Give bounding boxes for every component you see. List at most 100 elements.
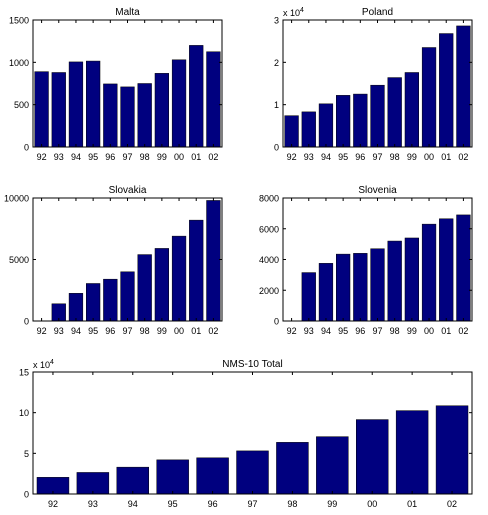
bar-poland-95 — [336, 95, 351, 148]
x-tick-label-slovakia-01: 01 — [191, 326, 201, 336]
x-tick-label-nms-10-total-99: 99 — [327, 499, 337, 509]
bar-slovenia-95 — [336, 253, 351, 322]
y-tick-label-poland-2: 2 — [274, 58, 279, 68]
x-tick-label-slovenia-97: 97 — [372, 326, 382, 336]
y-tick-label-nms-10-total-2: 10 — [19, 408, 29, 418]
bar-slovenia-00 — [421, 223, 437, 322]
bar-malta-01 — [189, 45, 204, 148]
bar-slovakia-97 — [120, 271, 135, 322]
bar-malta-97 — [120, 86, 135, 148]
x-tick-label-slovakia-00: 00 — [174, 326, 184, 336]
bar-nms-10-total-98 — [276, 442, 309, 495]
y-tick-label-nms-10-total-0: 0 — [24, 490, 29, 500]
x-tick-label-slovakia-94: 94 — [71, 326, 81, 336]
bar-slovenia-01 — [439, 218, 454, 322]
y-tick-label-slovenia-3: 6000 — [259, 224, 279, 234]
bar-slovakia-98 — [137, 254, 152, 322]
y-exponent-nms-10-total: x 104 — [33, 359, 54, 370]
chart-title-poland: Poland — [362, 7, 393, 18]
x-tick-label-slovenia-98: 98 — [390, 326, 400, 336]
y-tick-label-malta-0: 0 — [24, 143, 29, 153]
x-tick-label-slovenia-93: 93 — [304, 326, 314, 336]
bar-slovakia-02 — [206, 200, 221, 322]
chart-title-slovakia: Slovakia — [109, 185, 147, 196]
y-tick-label-malta-3: 1500 — [9, 16, 29, 26]
bar-nms-10-total-02 — [435, 405, 469, 495]
x-tick-label-slovakia-98: 98 — [140, 326, 150, 336]
bar-malta-95 — [86, 60, 101, 148]
bar-poland-02 — [456, 25, 471, 148]
y-tick-label-slovenia-0: 0 — [274, 317, 279, 327]
bar-poland-99 — [404, 72, 419, 148]
bar-poland-01 — [439, 33, 454, 148]
bar-malta-02 — [206, 51, 221, 148]
x-tick-label-slovenia-95: 95 — [338, 326, 348, 336]
x-tick-label-malta-02: 02 — [208, 152, 218, 162]
chart-slovakia: 92 93 94 95 96 97 98 99 00 01 02 0 5000 10000 Slovakia — [4, 185, 223, 336]
bar-nms-10-total-00 — [356, 419, 389, 495]
x-tick-label-poland-00: 00 — [424, 152, 434, 162]
bar-poland-94 — [318, 103, 334, 148]
bar-malta-96 — [103, 83, 118, 148]
x-tick-label-slovenia-01: 01 — [441, 326, 451, 336]
x-tick-label-slovakia-96: 96 — [105, 326, 115, 336]
y-tick-label-nms-10-total-1: 5 — [24, 449, 29, 459]
x-tick-label-poland-02: 02 — [458, 152, 468, 162]
bar-slovakia-96 — [103, 278, 118, 322]
bar-slovenia-97 — [370, 248, 385, 322]
x-tick-label-slovenia-96: 96 — [355, 326, 365, 336]
x-tick-label-nms-10-total-92: 92 — [48, 499, 58, 509]
x-tick-label-nms-10-total-00: 00 — [367, 499, 377, 509]
x-tick-label-slovenia-02: 02 — [458, 326, 468, 336]
bar-slovenia-96 — [353, 253, 368, 322]
bar-malta-00 — [171, 59, 187, 148]
x-tick-label-malta-99: 99 — [157, 152, 167, 162]
x-tick-label-slovakia-97: 97 — [122, 326, 132, 336]
y-tick-label-slovenia-1: 2000 — [259, 286, 279, 296]
bar-slovenia-94 — [318, 263, 334, 322]
x-tick-label-nms-10-total-93: 93 — [88, 499, 98, 509]
bar-nms-10-total-97 — [236, 450, 269, 495]
bar-malta-92 — [34, 71, 49, 148]
y-tick-label-malta-1: 500 — [14, 100, 29, 110]
bar-malta-99 — [154, 73, 169, 148]
chart-title-slovenia: Slovenia — [358, 185, 397, 196]
x-tick-label-slovakia-95: 95 — [88, 326, 98, 336]
bar-nms-10-total-96 — [196, 457, 229, 495]
x-tick-label-poland-01: 01 — [441, 152, 451, 162]
chart-malta: 92 93 94 95 96 97 98 99 00 01 02 0 500 1000 1500 Malta — [9, 7, 223, 162]
x-tick-label-nms-10-total-97: 97 — [247, 499, 257, 509]
y-tick-label-poland-1: 1 — [274, 100, 279, 110]
x-tick-label-nms-10-total-02: 02 — [447, 499, 457, 509]
bar-slovenia-02 — [456, 214, 471, 322]
bar-slovakia-95 — [86, 283, 101, 322]
x-tick-label-malta-93: 93 — [54, 152, 64, 162]
chart-nms-10-total: 92 93 94 95 96 97 98 99 00 01 02 0 5 10 15 x 104 NMS-10 … — [19, 359, 473, 509]
x-tick-label-malta-96: 96 — [105, 152, 115, 162]
bar-malta-93 — [51, 72, 66, 148]
y-exponent-poland: x 104 — [283, 7, 304, 18]
bar-malta-98 — [137, 83, 152, 148]
bar-slovenia-93 — [301, 272, 316, 322]
bar-slovakia-00 — [171, 235, 187, 322]
x-tick-label-poland-99: 99 — [407, 152, 417, 162]
x-tick-label-nms-10-total-01: 01 — [407, 499, 417, 509]
x-tick-label-poland-94: 94 — [321, 152, 331, 162]
y-tick-label-poland-3: 3 — [274, 16, 279, 26]
bar-poland-98 — [387, 77, 402, 148]
x-tick-label-poland-92: 92 — [287, 152, 297, 162]
bar-slovenia-99 — [404, 237, 419, 322]
x-tick-label-poland-93: 93 — [304, 152, 314, 162]
y-tick-label-malta-2: 1000 — [9, 58, 29, 68]
x-tick-label-slovakia-92: 92 — [37, 326, 47, 336]
x-tick-label-slovenia-92: 92 — [287, 326, 297, 336]
chart-slovenia: 92 93 94 95 96 97 98 99 00 01 02 0 2000 4000 6000 8000 S… — [259, 185, 473, 336]
bar-slovakia-01 — [189, 219, 204, 322]
x-tick-label-slovakia-93: 93 — [54, 326, 64, 336]
x-tick-label-nms-10-total-94: 94 — [128, 499, 138, 509]
x-tick-label-malta-94: 94 — [71, 152, 81, 162]
x-tick-label-slovakia-99: 99 — [157, 326, 167, 336]
bar-slovakia-99 — [154, 248, 169, 322]
